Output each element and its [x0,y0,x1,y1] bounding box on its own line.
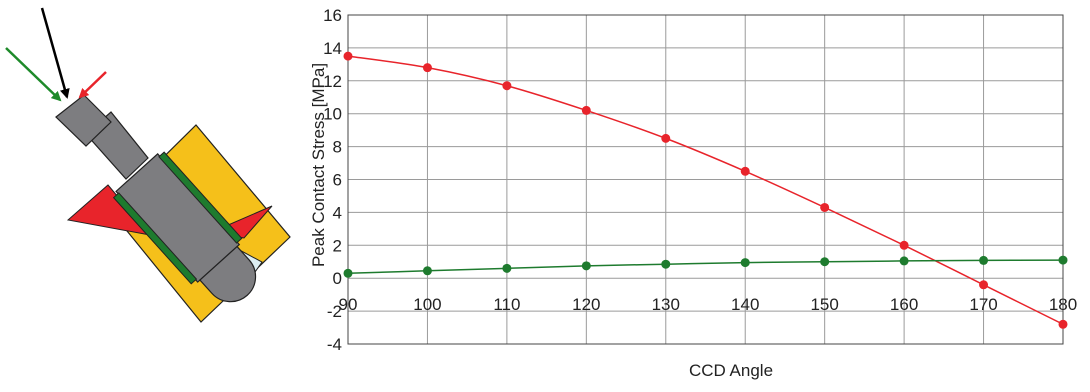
data-point [502,263,512,273]
y-tick-label: 16 [323,6,342,25]
y-tick-label: 14 [323,39,342,58]
data-point [979,255,989,265]
data-point [581,105,591,115]
x-axis-title: CCD Angle [689,361,773,380]
y-tick-label: -4 [327,335,342,354]
data-point [343,51,353,61]
x-tick-labels: 90 100 110 120 130 140 150 160 170 180 [339,295,1078,314]
y-tick-label: 6 [333,171,342,190]
x-tick-label: 110 [493,295,520,314]
y-tick-labels: -4 -2 0 2 4 6 8 10 12 14 16 [323,6,342,354]
stem-head [55,94,112,147]
plot-frame [347,14,1064,345]
data-point [979,280,989,290]
y-tick-label: 4 [333,203,342,222]
green-load-arrow [5,47,62,102]
data-point [422,63,432,73]
y-tick-label: 2 [333,236,342,255]
x-tick-label: 100 [413,295,441,314]
x-tick-label: 130 [652,295,680,314]
x-tick-label: 90 [339,295,358,314]
data-point [1058,319,1068,329]
implant-diagram [5,7,291,323]
y-tick-label: 0 [333,269,342,288]
series-points [343,51,1068,329]
data-point [899,256,909,266]
data-point [740,258,750,268]
data-point [820,257,830,267]
y-tick-label: 8 [333,138,342,157]
data-point [661,259,671,269]
x-tick-label: 120 [572,295,600,314]
data-point [1058,255,1068,265]
data-point [740,166,750,176]
series-lines [347,55,1064,325]
x-tick-label: 170 [969,295,997,314]
black-load-arrow [40,7,70,99]
x-tick-label: 150 [810,295,838,314]
data-point [502,81,512,91]
series-line-1 [347,55,1064,325]
y-tick-label: 10 [323,105,342,124]
data-point [899,240,909,250]
red-load-arrow [78,71,107,99]
data-point [422,266,432,276]
y-tick-label: -2 [327,302,342,321]
x-tick-label: 140 [731,295,759,314]
data-point [820,202,830,212]
series-line-2 [347,259,1064,275]
stem-body [112,151,257,303]
data-point [343,268,353,278]
data-point [581,261,591,271]
x-tick-label: 180 [1049,295,1077,314]
data-point [661,133,671,143]
grid [347,14,1064,345]
y-tick-label: 12 [323,72,342,91]
y-axis-title: Peak Contact Stress [MPa] [309,63,328,267]
x-tick-label: 160 [890,295,918,314]
